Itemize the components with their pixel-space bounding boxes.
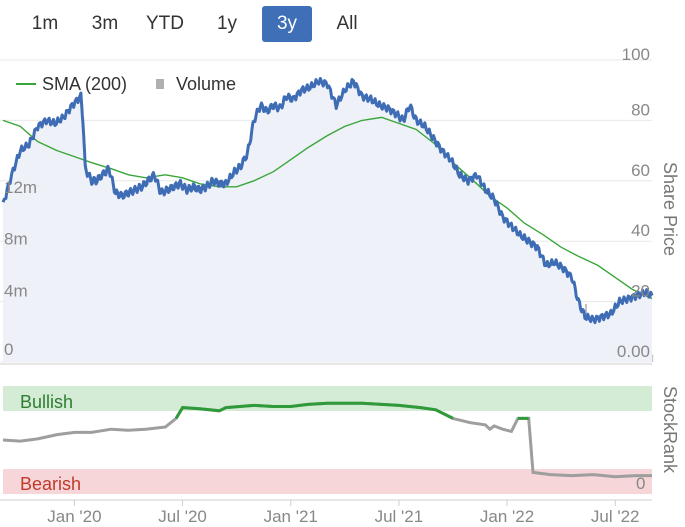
volume-ticks: 12m 8m 4m 0	[4, 178, 37, 359]
x-tick-label: Jan '20	[47, 507, 101, 526]
price-tick-label: 20	[631, 282, 650, 301]
stockrank-axis-label: StockRank	[660, 386, 680, 474]
legend-sma-label[interactable]: SMA (200)	[42, 74, 127, 94]
price-tick-label: 0.00	[617, 342, 650, 361]
bullish-zone	[3, 386, 652, 411]
y-axis-label: Share Price	[660, 162, 680, 256]
bearish-label: Bearish	[20, 474, 81, 494]
range-button-1m[interactable]: 1m	[31, 13, 59, 34]
x-tick-label: Jul '21	[375, 507, 424, 526]
x-tick-label: Jan '22	[480, 507, 534, 526]
volume-bar	[652, 354, 654, 362]
stockrank-zero-tick: 0	[636, 474, 645, 493]
range-button-1y[interactable]: 1y	[216, 13, 238, 34]
x-tick-label: Jul '22	[591, 507, 640, 526]
bearish-zone	[3, 469, 652, 494]
x-axis-ticks: Jan '20 Jul '20 Jan '21 Jul '21 Jan '22 Jul '…	[47, 500, 640, 526]
price-ticks: 100 80 60 40 20 0.00	[617, 45, 650, 361]
price-tick-label: 80	[631, 100, 650, 119]
price-tick-label: 40	[631, 221, 650, 240]
price-area	[3, 78, 652, 362]
volume-tick-label: 0	[4, 340, 13, 359]
range-button-ytd[interactable]: YTD	[146, 13, 184, 34]
volume-tick-label: 8m	[4, 230, 28, 249]
sma-line	[2, 116, 653, 300]
x-tick-label: Jan '21	[264, 507, 318, 526]
volume-tick-label: 4m	[4, 281, 28, 300]
stockrank-line	[2, 401, 652, 479]
volume-tick-label: 12m	[4, 178, 37, 197]
bullish-label: Bullish	[20, 392, 73, 412]
price-tick-label: 60	[631, 161, 650, 180]
range-button-3y[interactable]: 3y	[262, 6, 312, 42]
range-button-all[interactable]: All	[336, 13, 358, 34]
price-tick-label: 100	[622, 45, 650, 64]
stockrank-bullish-segment	[174, 401, 529, 420]
legend-volume-label[interactable]: Volume	[176, 74, 236, 94]
price-line	[1, 77, 654, 325]
x-tick-label: Jul '20	[158, 507, 207, 526]
range-button-3m[interactable]: 3m	[91, 13, 119, 34]
legend-volume-swatch	[156, 79, 164, 89]
